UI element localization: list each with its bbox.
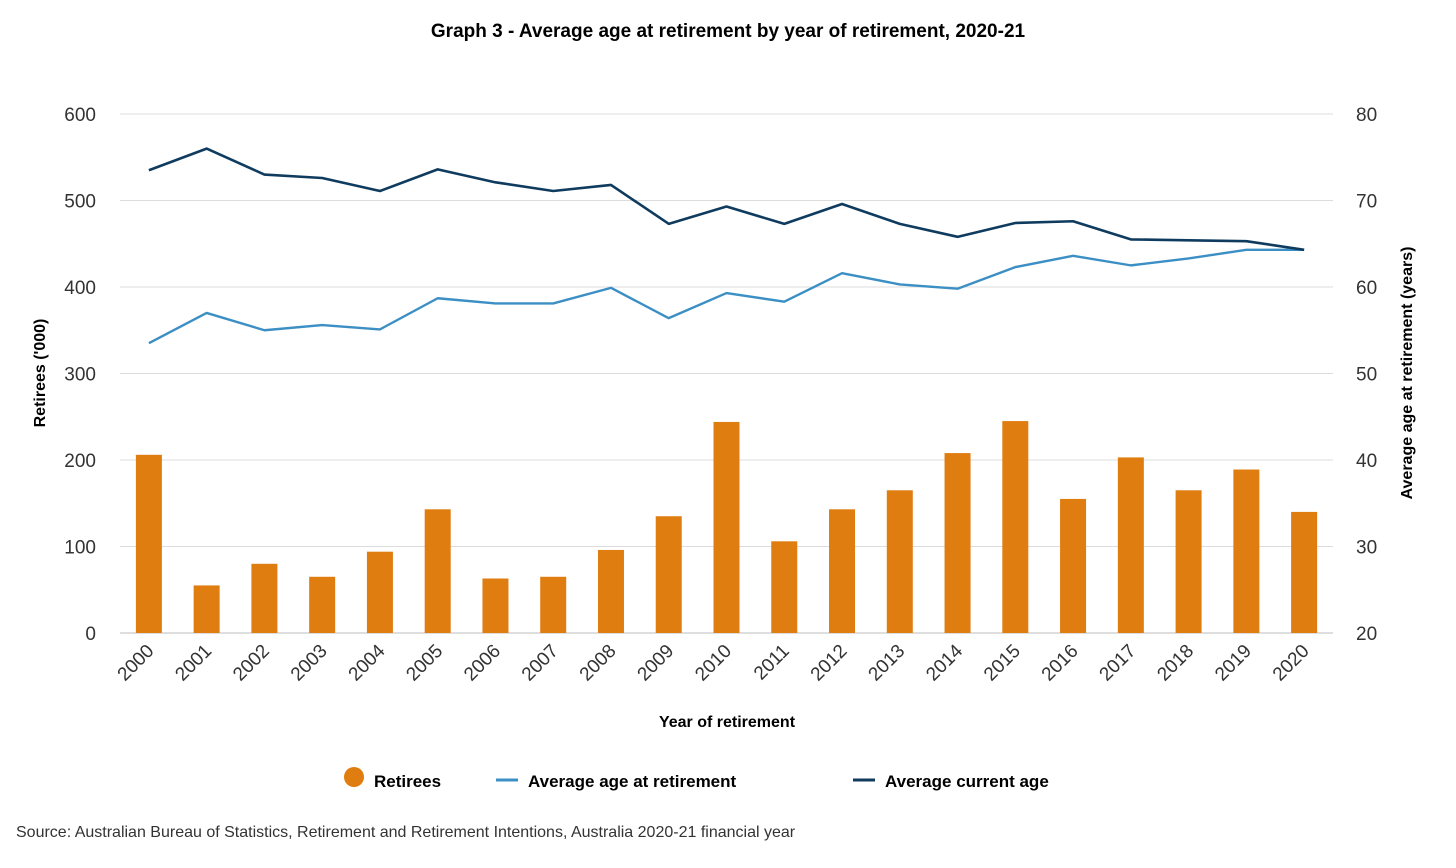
x-tick-label: 2013: [865, 641, 910, 686]
y-axis-left-title: Retirees ('000): [32, 319, 49, 428]
bar-retirees: [424, 509, 451, 633]
legend-retirees-label: Retirees: [374, 772, 441, 791]
x-tick-label: 2002: [229, 641, 274, 686]
bar-retirees: [944, 453, 971, 633]
x-tick-label: 2018: [1153, 641, 1198, 686]
line-average-age-at-retirement: [148, 248, 1305, 345]
bar-retirees: [309, 576, 336, 633]
x-tick-label: 2019: [1211, 641, 1256, 686]
source-note: Source: Australian Bureau of Statistics,…: [16, 824, 796, 841]
y-tick-label-left: 400: [64, 278, 96, 299]
x-tick-label: 2006: [460, 641, 505, 686]
legend-avg-current-age-label: Average current age: [885, 772, 1049, 791]
x-tick-label: 2017: [1096, 641, 1141, 686]
legend-retirees-marker: [344, 767, 364, 787]
x-tick-label: 2008: [576, 641, 621, 686]
x-tick-label: 2004: [345, 640, 390, 685]
bar-retirees: [366, 551, 393, 633]
x-tick-label: 2010: [691, 641, 736, 686]
bar-retirees: [1291, 511, 1318, 633]
y-tick-label-left: 0: [85, 624, 96, 645]
bar-retirees: [829, 509, 856, 633]
x-tick-label: 2011: [750, 641, 794, 685]
legend: Retirees Average age at retirement Avera…: [344, 767, 1049, 791]
y-tick-label-right: 60: [1356, 278, 1377, 299]
bar-retirees: [193, 585, 220, 633]
x-axis-title: Year of retirement: [659, 714, 796, 731]
x-tick-label: 2001: [171, 641, 216, 686]
bar-retirees: [135, 454, 162, 633]
line-series: [148, 147, 1305, 345]
y-tick-label-left: 500: [64, 192, 96, 213]
x-tick-label: 2003: [287, 641, 332, 686]
x-tick-label: 2015: [980, 641, 1025, 686]
bar-series: [135, 421, 1318, 633]
bar-retirees: [597, 549, 624, 633]
y-tick-label-right: 30: [1356, 538, 1377, 559]
bar-retirees: [1175, 490, 1202, 633]
x-axis-ticks: 2000 2001 2002 2003 2004 2005 2006 2007 2008 2009…: [114, 640, 1314, 685]
y-tick-label-left: 600: [64, 105, 96, 126]
bar-retirees: [1002, 421, 1029, 633]
y-tick-label-left: 200: [64, 451, 96, 472]
bar-retirees: [655, 516, 682, 633]
y-tick-label-right: 80: [1356, 105, 1377, 126]
x-tick-label: 2020: [1269, 641, 1314, 686]
chart-title: Graph 3 - Average age at retirement by y…: [431, 21, 1026, 42]
x-tick-label: 2012: [807, 641, 852, 686]
bar-retirees: [771, 541, 798, 633]
legend-avg-retirement-age-label: Average age at retirement: [528, 772, 737, 791]
x-tick-label: 2000: [114, 641, 159, 686]
x-tick-label: 2009: [634, 641, 679, 686]
bar-retirees: [886, 490, 913, 633]
bar-retirees: [1117, 457, 1144, 633]
x-tick-label: 2005: [402, 641, 447, 686]
y-axis-right-ticks: 20 30 40 50 60 70 80: [1356, 105, 1377, 645]
y-tick-label-right: 40: [1356, 451, 1377, 472]
x-tick-label: 2007: [518, 641, 563, 686]
y-tick-label-left: 300: [64, 365, 96, 386]
y-tick-label-right: 50: [1356, 365, 1377, 386]
line-average-current-age: [148, 147, 1305, 252]
bar-retirees: [251, 563, 278, 633]
x-tick-label: 2016: [1038, 641, 1083, 686]
y-axis-right-title: Average age at retirement (years): [1399, 247, 1416, 500]
bar-retirees: [1060, 498, 1087, 633]
bar-retirees: [482, 578, 509, 633]
y-tick-label-right: 70: [1356, 192, 1377, 213]
y-tick-label-left: 100: [64, 538, 96, 559]
x-tick-label: 2014: [922, 640, 967, 685]
bar-retirees: [540, 576, 567, 633]
bar-retirees: [1233, 469, 1260, 633]
bar-retirees: [713, 421, 740, 633]
y-tick-label-right: 20: [1356, 624, 1377, 645]
y-axis-left-ticks: 0 100 200 300 400 500 600: [64, 105, 96, 645]
